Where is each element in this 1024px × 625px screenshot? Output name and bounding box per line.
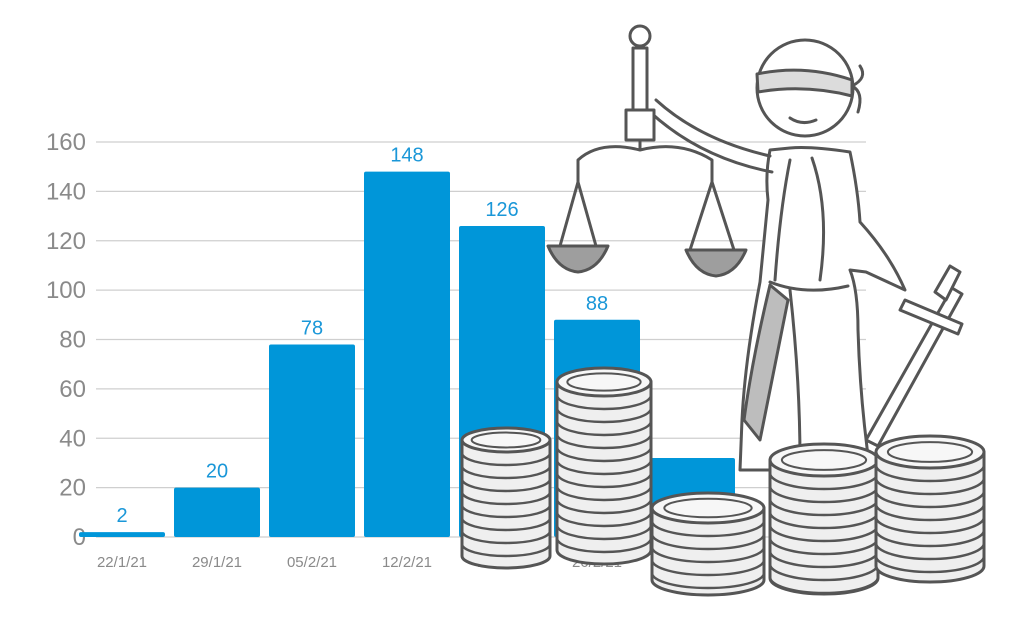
data-labels: 2 20 78 148 126 88 xyxy=(116,145,608,527)
y-axis-ticks: 0 20 40 60 80 100 120 140 160 xyxy=(46,129,86,551)
y-tick-label: 0 xyxy=(73,524,86,551)
y-tick-label: 120 xyxy=(46,228,86,255)
x-tick-label: 29/1/21 xyxy=(192,554,242,571)
coin-stack-icon xyxy=(460,426,552,570)
x-tick-label: 12/2/21 xyxy=(382,554,432,571)
bar xyxy=(364,171,450,537)
y-tick-label: 100 xyxy=(46,277,86,304)
scales-icon xyxy=(546,24,748,278)
y-tick-label: 140 xyxy=(46,178,86,205)
bar xyxy=(269,344,355,537)
data-label: 2 xyxy=(116,505,127,527)
data-label: 126 xyxy=(485,199,518,221)
coin-stack-icon xyxy=(650,491,766,597)
y-tick-label: 60 xyxy=(59,376,86,403)
coin-stack-icon xyxy=(768,442,880,596)
x-tick-label: 22/1/21 xyxy=(97,554,147,571)
data-label: 78 xyxy=(301,317,323,339)
coin-stacks xyxy=(460,366,986,597)
data-label: 20 xyxy=(206,461,228,483)
data-label: 148 xyxy=(390,145,423,167)
y-tick-label: 20 xyxy=(59,475,86,502)
sword-icon xyxy=(864,264,964,448)
data-label: 88 xyxy=(586,293,608,315)
coin-stack-icon xyxy=(874,434,986,584)
bar xyxy=(174,487,260,537)
lady-justice-figure xyxy=(546,24,964,472)
y-tick-label: 160 xyxy=(46,129,86,156)
bar xyxy=(79,532,165,537)
coin-stack-icon xyxy=(555,366,653,566)
y-tick-label: 40 xyxy=(59,425,86,452)
x-tick-label: 05/2/21 xyxy=(287,554,337,571)
y-tick-label: 80 xyxy=(59,327,86,354)
